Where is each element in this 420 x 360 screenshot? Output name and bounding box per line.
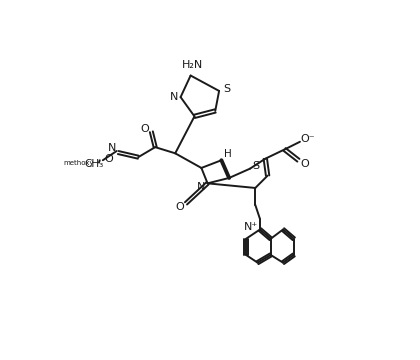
Text: O: O <box>176 202 184 212</box>
Text: H: H <box>224 149 231 159</box>
Text: N: N <box>108 143 116 153</box>
Text: H₂N: H₂N <box>181 60 203 70</box>
Text: CH₃: CH₃ <box>84 159 104 169</box>
Text: N: N <box>170 92 178 102</box>
Text: N: N <box>197 182 205 192</box>
Text: O: O <box>104 154 113 164</box>
Text: O⁻: O⁻ <box>300 134 315 144</box>
Text: S: S <box>252 161 260 171</box>
Text: S: S <box>223 84 230 94</box>
Text: N⁺: N⁺ <box>244 222 258 232</box>
Text: methoxy: methoxy <box>64 159 94 166</box>
Text: O: O <box>141 124 150 134</box>
Text: O: O <box>300 159 309 169</box>
